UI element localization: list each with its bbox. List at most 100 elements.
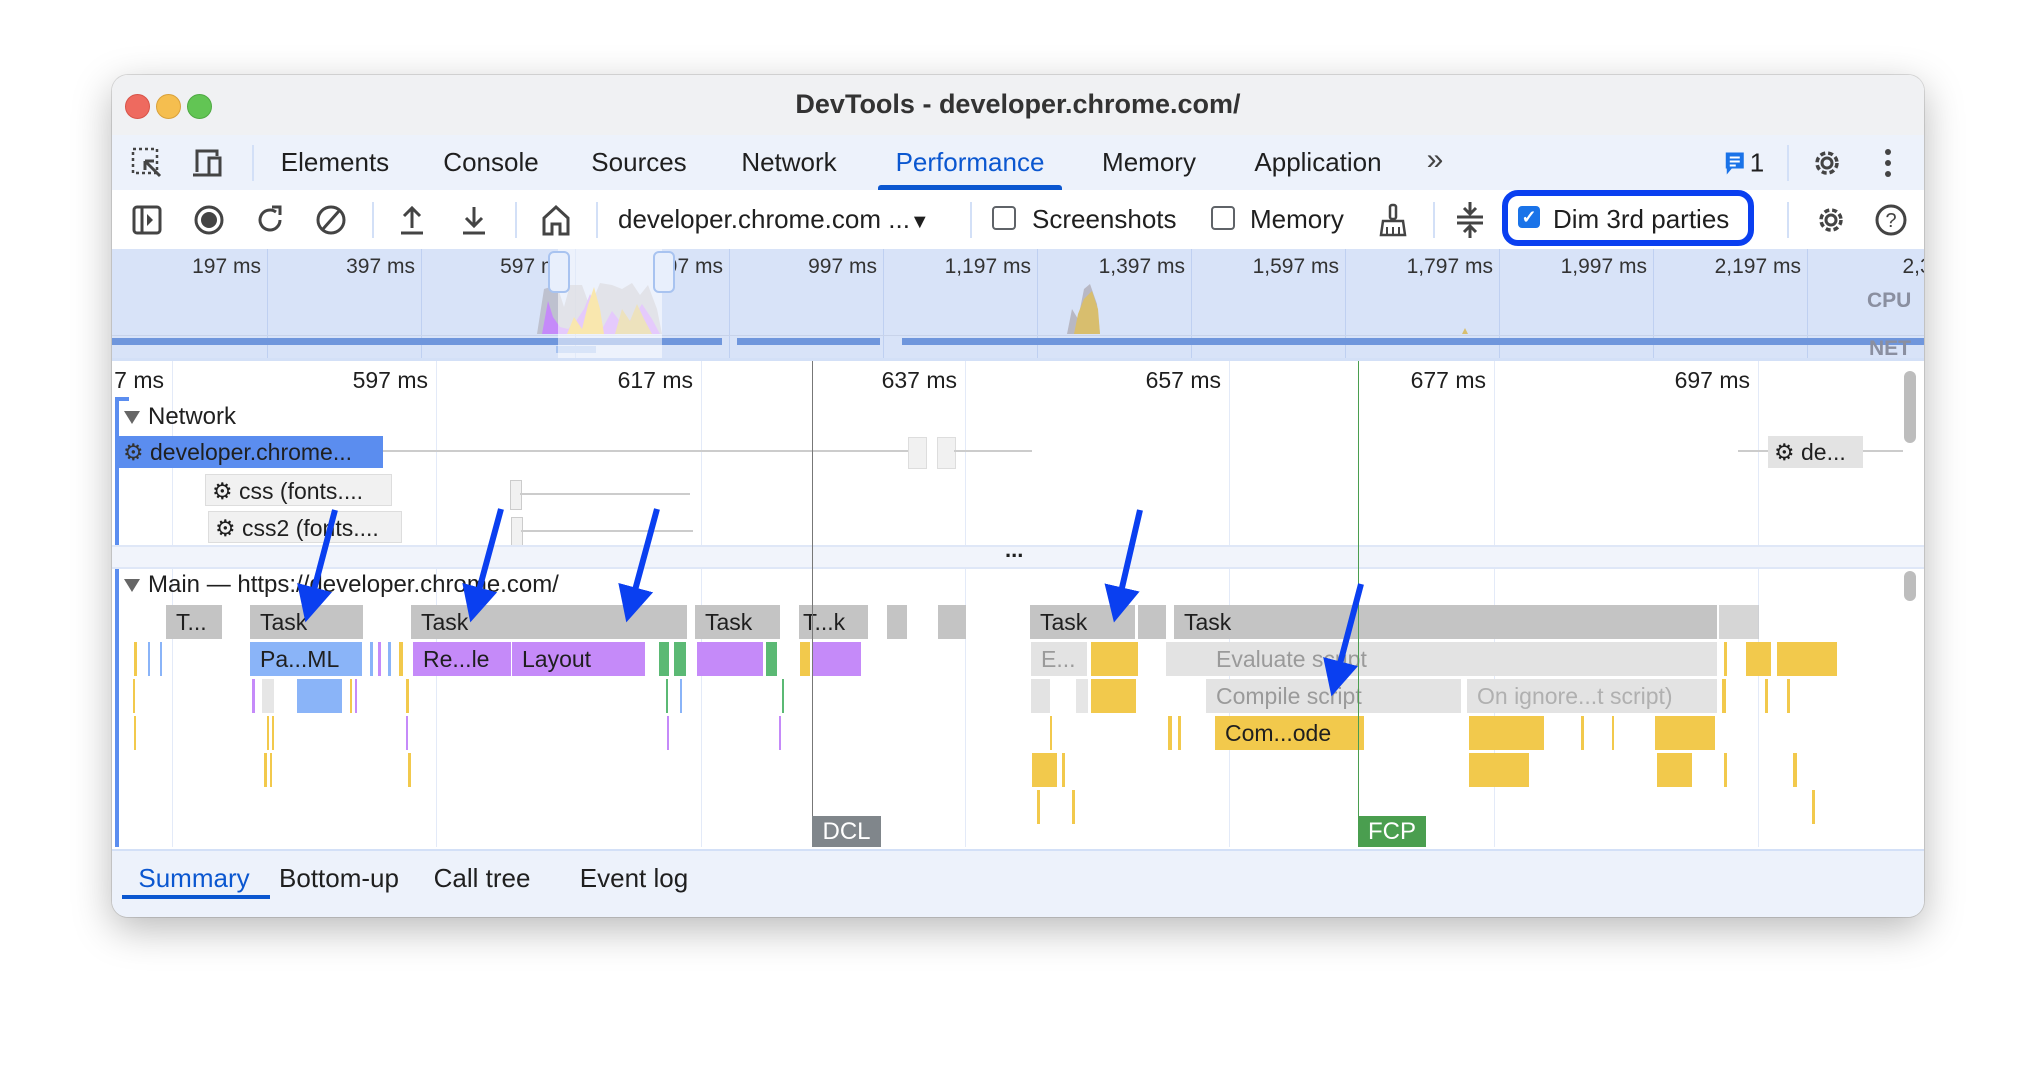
- more-options-icon[interactable]: [1884, 148, 1892, 178]
- rendering-block[interactable]: [697, 642, 763, 676]
- rendering-block[interactable]: [813, 642, 861, 676]
- screenshots-label[interactable]: Screenshots: [1032, 204, 1177, 234]
- event-stripe[interactable]: [378, 642, 381, 676]
- event-stripe[interactable]: [267, 716, 269, 750]
- upload-profile-icon[interactable]: [398, 204, 426, 236]
- event-stripe[interactable]: [1050, 716, 1052, 750]
- scripting-block[interactable]: [800, 642, 810, 676]
- event-stripe[interactable]: [1062, 753, 1065, 787]
- event-stripe[interactable]: [262, 679, 274, 713]
- dcl-marker[interactable]: DCL: [812, 816, 881, 847]
- main-scrollbar[interactable]: [1904, 571, 1916, 601]
- fcp-marker[interactable]: FCP: [1358, 816, 1426, 847]
- tab-elements[interactable]: Elements: [280, 147, 390, 177]
- recording-select[interactable]: developer.chrome.com ...▼: [618, 204, 930, 235]
- more-tabs-button[interactable]: »: [1426, 143, 1444, 176]
- event-stripe[interactable]: [355, 679, 357, 713]
- layout-block[interactable]: Layout: [512, 642, 645, 676]
- task-block[interactable]: T...k: [799, 605, 868, 639]
- clear-icon[interactable]: [315, 204, 347, 236]
- task-block[interactable]: Task: [695, 605, 780, 639]
- event-stripe[interactable]: [1037, 790, 1040, 824]
- event-stripe[interactable]: [1076, 679, 1088, 713]
- home-icon[interactable]: [541, 204, 571, 236]
- event-stripe[interactable]: [1655, 716, 1715, 750]
- compile-script-block[interactable]: Compile script: [1206, 679, 1461, 713]
- event-stripe[interactable]: [1032, 753, 1057, 787]
- compile-code-block[interactable]: Com...ode: [1215, 716, 1364, 750]
- event-stripe[interactable]: [1581, 716, 1584, 750]
- event-stripe[interactable]: [1812, 790, 1815, 824]
- timeline-overview[interactable]: 197 ms 397 ms 597 ms 797 ms 997 ms 1,197 ms 1,…: [112, 249, 1924, 361]
- track-resize-divider[interactable]: [112, 545, 1924, 569]
- event-stripe[interactable]: [1765, 679, 1768, 713]
- dimmed-block[interactable]: [1166, 642, 1206, 676]
- screenshots-checkbox[interactable]: [992, 206, 1016, 230]
- main-track-header[interactable]: Main — https://developer.chrome.com/: [124, 571, 559, 599]
- tab-sources[interactable]: Sources: [591, 147, 687, 177]
- tab-bottom-up[interactable]: Bottom-up: [279, 863, 399, 893]
- evaluate-script-block[interactable]: Evaluate script: [1206, 642, 1717, 676]
- help-icon[interactable]: ?: [1874, 203, 1908, 237]
- event-stripe[interactable]: [1072, 790, 1075, 824]
- paint-block[interactable]: [674, 642, 686, 676]
- event-stripe[interactable]: [680, 679, 682, 713]
- event-stripe[interactable]: [1168, 716, 1172, 750]
- event-stripe[interactable]: [1612, 716, 1614, 750]
- selection-handle-left[interactable]: [548, 251, 570, 293]
- event-stripe[interactable]: [264, 753, 267, 787]
- event-stripe[interactable]: [270, 753, 272, 787]
- loading-block[interactable]: [297, 679, 342, 713]
- event-stripe[interactable]: [160, 642, 162, 676]
- selection-window[interactable]: [558, 249, 662, 358]
- settings-gear-icon[interactable]: [1810, 146, 1844, 180]
- event-stripe[interactable]: [782, 679, 784, 713]
- network-request-developer-chrome[interactable]: ⚙ developer.chrome...: [117, 436, 383, 468]
- event-stripe[interactable]: [1178, 716, 1181, 750]
- zoom-window-button[interactable]: [187, 94, 212, 119]
- tab-summary[interactable]: Summary: [138, 863, 250, 893]
- event-stripe[interactable]: [408, 753, 411, 787]
- scripting-block[interactable]: [1091, 642, 1138, 676]
- garbage-collect-broom-icon[interactable]: [1378, 203, 1408, 237]
- dim-3rd-parties-checkbox[interactable]: ✓: [1518, 206, 1540, 228]
- network-scrollbar[interactable]: [1904, 371, 1916, 443]
- task-block[interactable]: [1719, 605, 1759, 639]
- task-block[interactable]: Task: [1030, 605, 1135, 639]
- minimize-window-button[interactable]: [156, 94, 181, 119]
- collapse-tracks-icon[interactable]: [1455, 201, 1485, 239]
- download-profile-icon[interactable]: [460, 204, 488, 236]
- close-window-button[interactable]: [125, 94, 150, 119]
- event-stripe[interactable]: [1746, 642, 1771, 676]
- task-block[interactable]: Task: [411, 605, 687, 639]
- event-stripe[interactable]: [1469, 716, 1544, 750]
- inspect-element-icon[interactable]: [130, 146, 164, 180]
- task-block[interactable]: [887, 605, 907, 639]
- event-stripe[interactable]: [1787, 679, 1790, 713]
- tab-console[interactable]: Console: [443, 147, 539, 177]
- event-stripe[interactable]: [252, 679, 255, 713]
- request-bar[interactable]: [908, 437, 927, 469]
- task-block[interactable]: Task: [250, 605, 363, 639]
- network-request-de[interactable]: ⚙ de...: [1768, 436, 1863, 468]
- event-stripe[interactable]: [667, 716, 669, 750]
- dim-3rd-parties-label[interactable]: Dim 3rd parties: [1553, 204, 1730, 234]
- task-block[interactable]: [938, 605, 966, 639]
- event-stripe[interactable]: [134, 642, 137, 676]
- device-toolbar-icon[interactable]: [191, 146, 227, 180]
- scripting-block[interactable]: [1091, 679, 1136, 713]
- record-icon[interactable]: [193, 204, 225, 236]
- tab-memory[interactable]: Memory: [1102, 147, 1196, 177]
- paint-block[interactable]: [659, 642, 669, 676]
- ignore-list-script-block[interactable]: On ignore...t script): [1467, 679, 1717, 713]
- event-stripe[interactable]: [406, 716, 408, 750]
- event-stripe[interactable]: [1724, 753, 1727, 787]
- event-stripe[interactable]: [406, 679, 409, 713]
- event-stripe[interactable]: [358, 642, 362, 676]
- task-block[interactable]: Task: [1174, 605, 1717, 639]
- issues-button[interactable]: 1: [1724, 148, 1764, 179]
- recalculate-style-block[interactable]: Re...le: [413, 642, 511, 676]
- memory-label[interactable]: Memory: [1250, 204, 1344, 234]
- request-bar[interactable]: [937, 437, 956, 469]
- tab-call-tree[interactable]: Call tree: [433, 863, 531, 893]
